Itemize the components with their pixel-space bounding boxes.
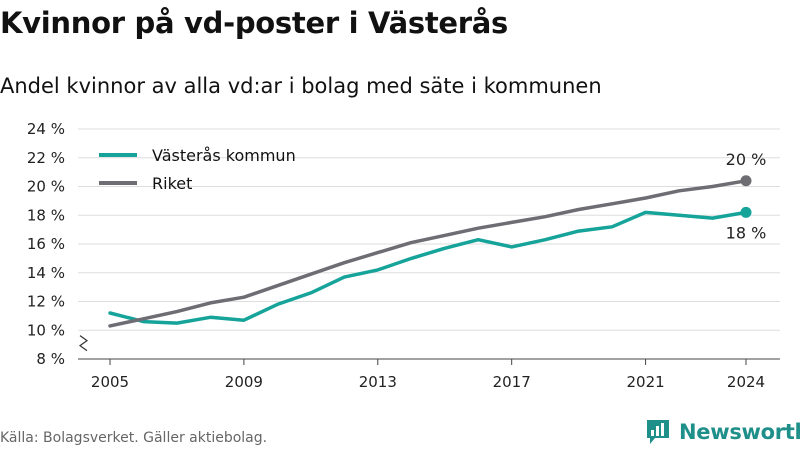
chart-subtitle: Andel kvinnor av alla vd:ar i bolag med … [0,74,602,98]
y-tick-label: 10 % [27,321,65,339]
x-tick-label: 2024 [727,373,765,391]
chart-title: Kvinnor på vd-poster i Västerås [0,6,509,40]
series-end-label: 20 % [726,150,767,169]
y-tick-label: 18 % [27,206,65,224]
x-tick-label: 2021 [626,373,664,391]
legend-label: Västerås kommun [152,146,296,165]
y-tick-label: 14 % [27,264,65,282]
x-tick-label: 2017 [493,373,531,391]
y-tick-label: 24 % [27,120,65,138]
y-tick-label: 20 % [27,178,65,196]
series-end-point [740,206,752,218]
y-tick-label: 22 % [27,149,65,167]
y-tick-label: 16 % [27,235,65,253]
brand-name: Newsworthy [679,420,800,444]
line-chart: 8 % 10 % 12 % 14 % 16 % 18 % 20 % 22 % 24 % 2005 2… [27,120,780,391]
y-tick-label: 8 % [36,350,65,368]
brand-logo: Newsworthy [645,418,800,446]
x-tick-label: 2013 [359,373,397,391]
series-end-point [740,175,752,187]
series-line-riket [108,179,748,328]
x-tick-label: 2009 [225,373,263,391]
series-end-label: 18 % [726,223,767,242]
bar-chart-logo-icon [647,420,669,444]
x-tick-label: 2005 [91,373,129,391]
source-note: Källa: Bolagsverket. Gäller aktiebolag. [0,430,268,446]
axis-break-icon [78,335,89,352]
legend-label: Riket [152,174,192,193]
series-line-vasteras [108,210,748,325]
y-tick-label: 12 % [27,293,65,311]
